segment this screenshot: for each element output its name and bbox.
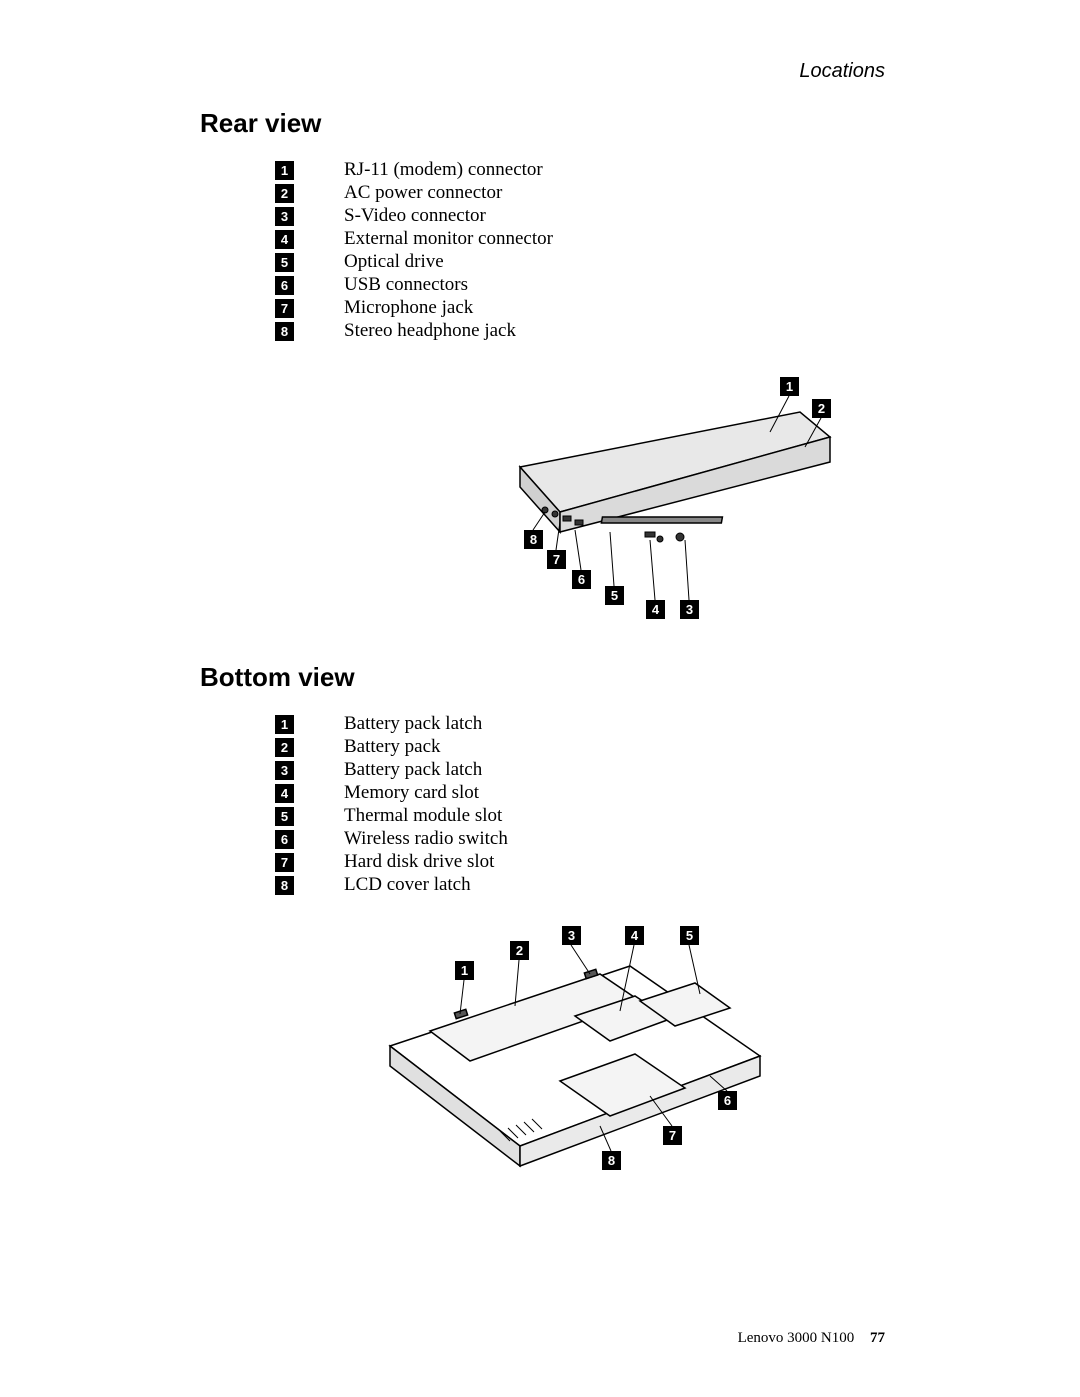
diagram-callout: 4: [646, 600, 665, 619]
bottom-view-legend: 1 Battery pack latch 2 Battery pack 3 Ba…: [275, 713, 885, 896]
legend-row: 6 Wireless radio switch: [275, 828, 885, 850]
legend-row: 3 S-Video connector: [275, 205, 885, 227]
callout-box: 3: [275, 207, 294, 226]
diagram-callout: 3: [562, 926, 581, 945]
page-footer: Lenovo 3000 N100 77: [738, 1330, 885, 1347]
callout-box: 6: [275, 830, 294, 849]
legend-text: Stereo headphone jack: [344, 320, 516, 342]
diagram-callout: 2: [812, 399, 831, 418]
callout-box: 7: [275, 853, 294, 872]
legend-text: Battery pack: [344, 736, 441, 758]
callout-box: 4: [275, 784, 294, 803]
legend-row: 8 Stereo headphone jack: [275, 320, 885, 342]
legend-text: Hard disk drive slot: [344, 851, 494, 873]
diagram-callout: 6: [718, 1091, 737, 1110]
legend-row: 1 Battery pack latch: [275, 713, 885, 735]
diagram-callout: 8: [524, 530, 543, 549]
legend-text: AC power connector: [344, 182, 502, 204]
diagram-callout: 6: [572, 570, 591, 589]
callout-box: 3: [275, 761, 294, 780]
laptop-rear-svg: [350, 372, 850, 632]
legend-text: S-Video connector: [344, 205, 486, 227]
legend-text: Microphone jack: [344, 297, 473, 319]
diagram-callout: 5: [605, 586, 624, 605]
diagram-callout: 1: [780, 377, 799, 396]
legend-text: Battery pack latch: [344, 713, 482, 735]
legend-text: Memory card slot: [344, 782, 479, 804]
legend-row: 3 Battery pack latch: [275, 759, 885, 781]
legend-row: 2 Battery pack: [275, 736, 885, 758]
legend-row: 1 RJ-11 (modem) connector: [275, 159, 885, 181]
legend-row: 5 Optical drive: [275, 251, 885, 273]
legend-row: 8 LCD cover latch: [275, 874, 885, 896]
diagram-callout: 1: [455, 961, 474, 980]
legend-text: LCD cover latch: [344, 874, 471, 896]
diagram-callout: 3: [680, 600, 699, 619]
callout-box: 8: [275, 876, 294, 895]
header-section-label: Locations: [799, 60, 885, 83]
legend-text: Battery pack latch: [344, 759, 482, 781]
bottom-view-heading: Bottom view: [200, 662, 885, 693]
callout-box: 2: [275, 738, 294, 757]
legend-text: Thermal module slot: [344, 805, 502, 827]
bottom-view-diagram: 1 2 3 4 5 6 7 8: [300, 916, 850, 1206]
callout-box: 5: [275, 253, 294, 272]
diagram-callout: 8: [602, 1151, 621, 1170]
rear-view-legend: 1 RJ-11 (modem) connector 2 AC power con…: [275, 159, 885, 342]
rear-view-diagram: 1 2 8 7 6 5 4 3: [350, 372, 850, 632]
callout-box: 5: [275, 807, 294, 826]
legend-text: External monitor connector: [344, 228, 553, 250]
callout-box: 1: [275, 161, 294, 180]
legend-row: 5 Thermal module slot: [275, 805, 885, 827]
legend-row: 7 Microphone jack: [275, 297, 885, 319]
callout-box: 8: [275, 322, 294, 341]
legend-row: 7 Hard disk drive slot: [275, 851, 885, 873]
callout-box: 1: [275, 715, 294, 734]
legend-row: 6 USB connectors: [275, 274, 885, 296]
diagram-callout: 7: [663, 1126, 682, 1145]
legend-row: 4 External monitor connector: [275, 228, 885, 250]
diagram-callout: 5: [680, 926, 699, 945]
legend-row: 2 AC power connector: [275, 182, 885, 204]
legend-text: Optical drive: [344, 251, 444, 273]
footer-model: Lenovo 3000 N100: [738, 1330, 855, 1346]
callout-box: 4: [275, 230, 294, 249]
rear-view-heading: Rear view: [200, 108, 885, 139]
legend-text: RJ-11 (modem) connector: [344, 159, 543, 181]
footer-page-number: 77: [870, 1330, 885, 1346]
diagram-callout: 7: [547, 550, 566, 569]
callout-box: 7: [275, 299, 294, 318]
page-content: Locations Rear view 1 RJ-11 (modem) conn…: [0, 0, 1080, 1397]
callout-box: 2: [275, 184, 294, 203]
laptop-bottom-svg: [300, 916, 850, 1206]
diagram-callout: 2: [510, 941, 529, 960]
legend-text: USB connectors: [344, 274, 468, 296]
diagram-callout: 4: [625, 926, 644, 945]
legend-row: 4 Memory card slot: [275, 782, 885, 804]
legend-text: Wireless radio switch: [344, 828, 508, 850]
callout-box: 6: [275, 276, 294, 295]
